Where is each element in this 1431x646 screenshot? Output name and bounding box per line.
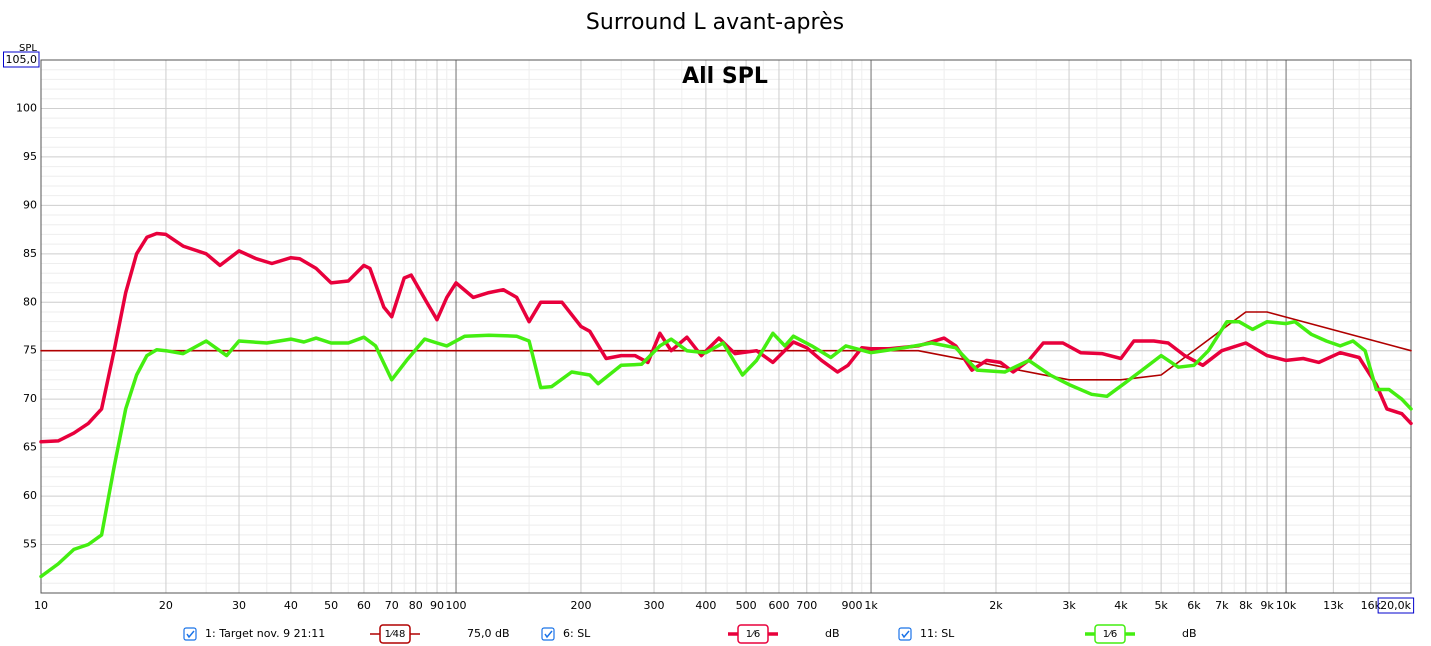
x-tick-label: 50 [324,599,338,612]
x-tick-label: 70 [385,599,399,612]
x-tick-label: 500 [736,599,757,612]
x-tick-label: 900 [842,599,863,612]
x-tick-label: 40 [284,599,298,612]
legend-checkmark [544,630,553,639]
plot-frame [40,59,1412,594]
x-limit-box [1377,597,1415,614]
x-tick-label: 9k [1260,599,1274,612]
y-tick-label: 85 [23,247,37,260]
x-tick-label: 80 [409,599,423,612]
legend-checkbox[interactable] [898,627,912,641]
series-line [40,311,1412,381]
x-tick-label: 100 [446,599,467,612]
legend-offset: dB [825,627,840,640]
x-tick-label: 2k [989,599,1003,612]
x-tick-label: 4k [1114,599,1128,612]
y-tick-label: 90 [23,198,37,211]
legend-smoothing: 1⁄6 [746,629,760,640]
legend-checkbox[interactable] [183,627,197,641]
legend-offset: 75,0 dB [467,627,510,640]
chart-title: Surround L avant-après [586,10,844,35]
legend-label: 11: SL [920,627,955,640]
annotation: All SPL [682,64,768,89]
legend-smoothing: 1⁄48 [385,629,406,640]
y-tick-label: 80 [23,295,37,308]
x-tick-label: 16k [1361,599,1382,612]
y-limit-box [3,51,40,68]
x-tick-label: 6k [1187,599,1201,612]
y-tick-label: 60 [23,489,37,502]
x-tick-label: 600 [768,599,789,612]
series-line [39,231,1413,444]
series-line [39,319,1413,579]
y-tick-label: 70 [23,392,37,405]
x-tick-label: 200 [570,599,591,612]
legend-smoothing-box[interactable] [379,624,411,644]
legend-label: 6: SL [563,627,591,640]
legend-smoothing: 1⁄6 [1103,629,1117,640]
y-tick-label: 75 [23,344,37,357]
x-tick-label: 8k [1239,599,1253,612]
y-tick-label: 95 [23,150,37,163]
x-tick-label: 10k [1276,599,1297,612]
legend-checkmark [186,630,195,639]
x-tick-label: 5k [1154,599,1168,612]
legend-checkmark [901,630,910,639]
y-tick-label: 65 [23,441,37,454]
legend-label: 1: Target nov. 9 21:11 [205,627,325,640]
legend-offset: dB [1182,627,1197,640]
y-axis-label: SPL [19,43,37,54]
x-tick-label: 30 [232,599,246,612]
x-tick-label: 7k [1215,599,1229,612]
x-tick-label: 20 [159,599,173,612]
legend-smoothing-box[interactable] [1094,624,1126,644]
legend-checkbox[interactable] [541,627,555,641]
x-tick-label: 90 [430,599,444,612]
x-tick-label: 700 [796,599,817,612]
x-tick-label: 20,0k [1380,599,1411,612]
y-tick-label: 100 [16,101,37,114]
x-tick-label: 1k [864,599,878,612]
y-tick-label: 55 [23,538,37,551]
x-tick-label: 13k [1323,599,1344,612]
x-tick-label: 300 [644,599,665,612]
y-tick-label: 105,0 [6,53,38,66]
x-tick-label: 60 [357,599,371,612]
x-tick-label: 10 [34,599,48,612]
legend-smoothing-box[interactable] [737,624,769,644]
x-tick-label: 400 [695,599,716,612]
x-tick-label: 3k [1062,599,1076,612]
